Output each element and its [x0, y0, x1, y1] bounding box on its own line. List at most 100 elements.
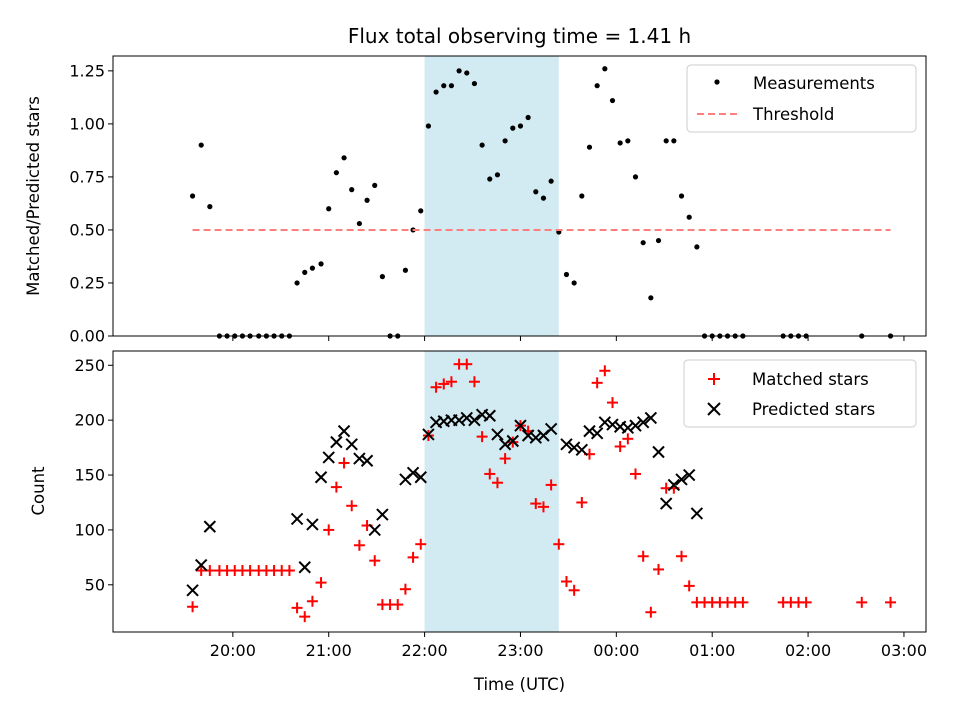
predicted-star-marker	[682, 468, 696, 482]
top-y-tick-label: 0.25	[69, 273, 105, 292]
legend-matched-marker	[708, 373, 720, 385]
measurement-point	[456, 68, 462, 74]
measurement-point	[441, 83, 447, 89]
matched-star-marker	[430, 381, 442, 393]
matched-star-marker	[599, 365, 611, 377]
matched-star-marker	[468, 376, 480, 388]
predicted-star-marker	[675, 473, 688, 486]
matched-star-marker	[306, 595, 318, 607]
top-legend-box	[686, 64, 917, 133]
measurement-point	[309, 265, 316, 271]
predicted-star-marker	[598, 416, 612, 429]
bottom-y-axis-label: Count	[29, 466, 48, 516]
predicted-star-marker	[621, 421, 635, 435]
matched-star-marker	[283, 565, 295, 577]
matched-star-marker	[399, 583, 411, 595]
measurement-point	[207, 204, 213, 210]
legend-predicted-marker	[707, 402, 721, 416]
measurement-point	[602, 66, 608, 72]
bottom-legend-box	[683, 359, 917, 428]
predicted-star-marker	[298, 561, 311, 574]
matched-star-marker	[576, 496, 588, 508]
measurement-point	[694, 244, 700, 250]
predicted-star-marker	[498, 438, 512, 451]
matched-star-marker	[683, 580, 695, 592]
bottom-y-tick-label: 100	[74, 520, 105, 539]
matched-star-marker	[476, 431, 488, 443]
measurement-point	[448, 83, 455, 89]
bottom-y-tick-label: 200	[74, 411, 105, 430]
matched-star-marker	[885, 596, 897, 608]
top-y-tick-label: 1.25	[69, 61, 105, 80]
legend-threshold-label: Threshold	[752, 105, 834, 124]
bottom-y-tick-label: 250	[74, 356, 105, 375]
measurement-point	[594, 83, 600, 89]
bottom-x-tick-label: 22:00	[402, 641, 448, 660]
predicted-star-marker	[583, 424, 596, 438]
top-y-tick-label: 0.75	[69, 167, 105, 186]
predicted-star-marker	[452, 413, 466, 427]
matched-star-marker	[622, 433, 634, 445]
predicted-star-marker	[629, 419, 642, 432]
bottom-axes-frame	[112, 350, 927, 633]
predicted-star-marker	[360, 454, 374, 467]
top-y-ticks: 0.00 0.25 0.50 0.75 1.00 1.25	[69, 61, 113, 346]
matched-star-marker	[461, 358, 473, 370]
predicted-star-marker	[690, 507, 704, 520]
legend-measurements-marker	[714, 79, 720, 85]
matched-star-marker	[737, 596, 749, 608]
measurement-point	[586, 144, 593, 150]
bottom-x-ticks: 20:00 21:00 22:00 23:00 00:00 01:00 02:00 03:00	[210, 632, 927, 660]
bottom-x-tick-label: 00:00	[593, 641, 639, 660]
measurement-point	[356, 220, 362, 227]
predicted-star-marker	[460, 411, 473, 425]
matched-star-marker	[407, 551, 419, 563]
predicted-star-marker	[203, 520, 217, 533]
predicted-star-marker	[644, 411, 658, 425]
predicted-star-marker	[544, 422, 558, 436]
predicted-star-marker	[659, 497, 673, 510]
matched-star-marker	[645, 606, 657, 618]
measurement-point	[494, 172, 501, 178]
predicted-star-marker	[491, 428, 504, 441]
matched-star-marker	[606, 397, 618, 409]
predicted-star-marker	[330, 435, 343, 449]
matched-star-marker	[330, 481, 342, 493]
matched-star-marker	[187, 601, 199, 613]
top-y-axis-label: Matched/Predicted stars	[24, 96, 43, 296]
matched-star-marker	[353, 539, 365, 551]
matched-star-marker	[299, 611, 311, 623]
top-axes-frame	[112, 55, 927, 337]
measurement-point	[632, 174, 639, 180]
predicted-star-marker	[376, 508, 389, 521]
bottom-x-tick-label: 21:00	[306, 641, 352, 660]
matched-star-marker	[856, 596, 868, 608]
measurement-point	[663, 138, 669, 144]
measurement-point	[625, 138, 631, 144]
matched-star-marker	[291, 602, 303, 614]
bottom-x-tick-label: 23:00	[497, 641, 543, 660]
predicted-star-marker	[514, 419, 527, 432]
measurement-point	[349, 187, 355, 193]
matched-star-marker	[323, 524, 335, 536]
bottom-highlight-span	[424, 351, 559, 632]
predicted-star-marker	[636, 416, 650, 429]
measurement-point	[571, 280, 577, 286]
matched-star-marker	[338, 457, 350, 469]
bottom-x-tick-label: 01:00	[689, 641, 735, 660]
predicted-star-marker	[529, 431, 543, 444]
measurement-point	[678, 193, 685, 199]
measurement-point	[471, 80, 478, 87]
legend-predicted-label: Predicted stars	[752, 400, 875, 419]
measurement-point	[563, 271, 570, 278]
measurement-point	[686, 214, 692, 220]
predicted-star-marker	[345, 438, 358, 451]
matched-star-marker	[438, 378, 450, 390]
predicted-star-marker	[652, 445, 665, 459]
predicted-star-marker	[606, 418, 619, 431]
measurement-point	[425, 123, 432, 129]
predicted-star-marker	[322, 451, 335, 464]
measurement-point	[609, 97, 616, 104]
predicted-star-marker	[560, 438, 573, 451]
predicted-star-markers	[186, 408, 704, 597]
